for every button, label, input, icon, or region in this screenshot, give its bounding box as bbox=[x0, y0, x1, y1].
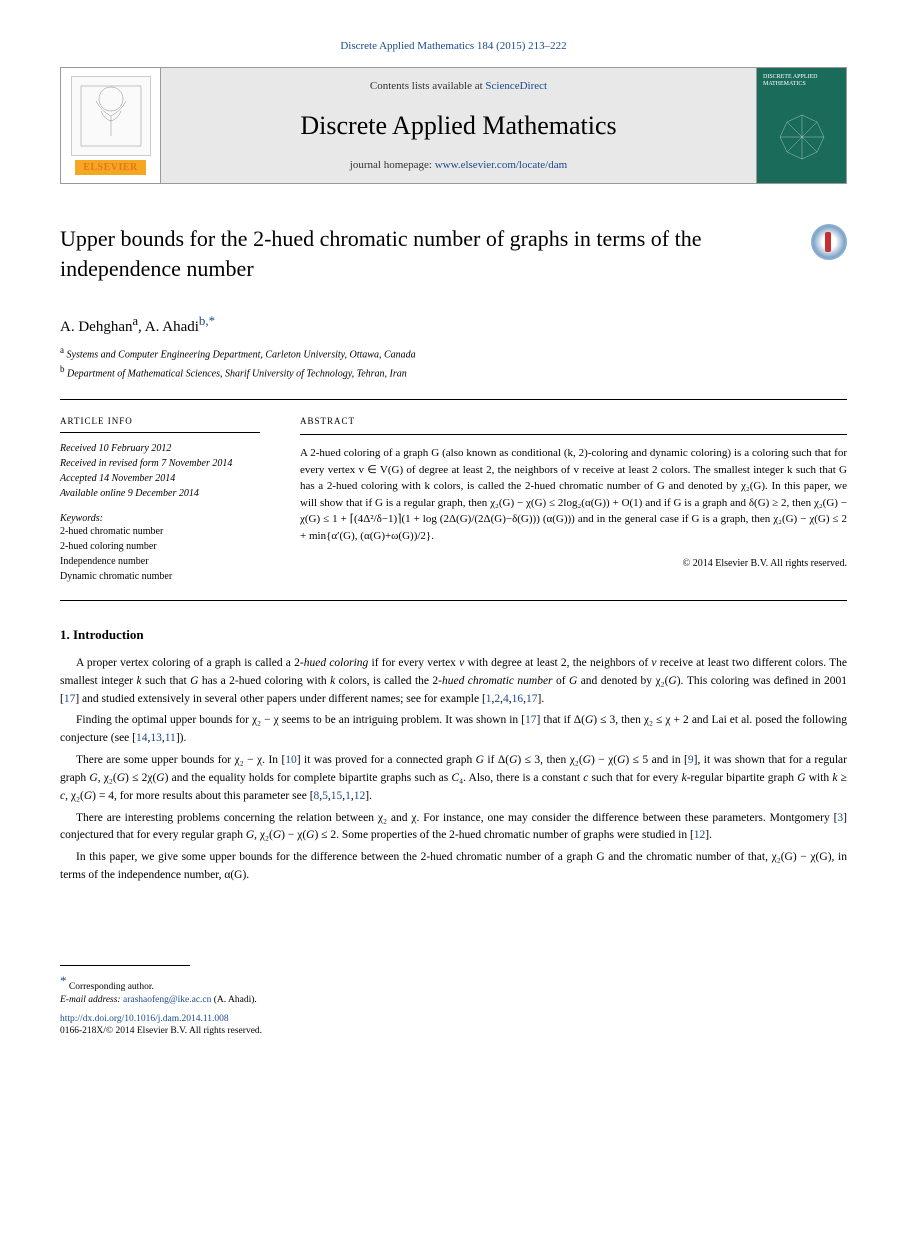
ref-8[interactable]: 8 bbox=[314, 790, 320, 802]
intro-p1: A proper vertex coloring of a graph is c… bbox=[60, 655, 847, 708]
article-info: ARTICLE INFO Received 10 February 2012 R… bbox=[60, 416, 260, 584]
keywords: 2-hued chromatic number 2-hued coloring … bbox=[60, 524, 260, 584]
homepage-line: journal homepage: www.elsevier.com/locat… bbox=[350, 159, 567, 171]
authors-line: A. Dehghana, A. Ahadib,* bbox=[60, 313, 847, 336]
abstract-column: ABSTRACT A 2-hued coloring of a graph G … bbox=[300, 416, 847, 584]
intro-p3: There are some upper bounds for χ₂ − χ. … bbox=[60, 752, 847, 805]
contents-line: Contents lists available at ScienceDirec… bbox=[370, 80, 547, 92]
journal-header-box: ELSEVIER Contents lists available at Sci… bbox=[60, 67, 847, 184]
abstract-text: A 2-hued coloring of a graph G (also kno… bbox=[300, 445, 847, 544]
section-1-heading: 1. Introduction bbox=[60, 627, 847, 643]
accepted: Accepted 14 November 2014 bbox=[60, 471, 260, 486]
footnote-corr: * Corresponding author. E-mail address: … bbox=[60, 972, 847, 1008]
aff-a-label: a bbox=[60, 345, 64, 355]
kw-4: Dynamic chromatic number bbox=[60, 569, 260, 584]
received: Received 10 February 2012 bbox=[60, 441, 260, 456]
intro-p4: There are interesting problems concernin… bbox=[60, 810, 847, 846]
ref-1[interactable]: 1 bbox=[486, 693, 492, 705]
ref-10[interactable]: 10 bbox=[285, 754, 297, 766]
page-header: Discrete Applied Mathematics 184 (2015) … bbox=[60, 40, 847, 52]
cover-graphic-icon bbox=[763, 96, 840, 177]
paper-title: Upper bounds for the 2-hued chromatic nu… bbox=[60, 224, 710, 283]
homepage-link[interactable]: www.elsevier.com/locate/dam bbox=[435, 159, 567, 171]
title-row: Upper bounds for the 2-hued chromatic nu… bbox=[60, 224, 847, 283]
ref-11[interactable]: 11 bbox=[165, 732, 176, 744]
ref-3[interactable]: 3 bbox=[837, 812, 843, 824]
doi-line: http://dx.doi.org/10.1016/j.dam.2014.11.… bbox=[60, 1014, 847, 1024]
revised: Received in revised form 7 November 2014 bbox=[60, 456, 260, 471]
homepage-prefix: journal homepage: bbox=[350, 159, 435, 171]
kw-1: 2-hued chromatic number bbox=[60, 524, 260, 539]
keywords-label: Keywords: bbox=[60, 513, 260, 524]
author-1-aff: a bbox=[132, 314, 138, 328]
elsevier-tree-icon bbox=[71, 76, 151, 156]
ref-9[interactable]: 9 bbox=[688, 754, 694, 766]
rule-bottom bbox=[60, 600, 847, 601]
ref-13[interactable]: 13 bbox=[150, 732, 162, 744]
ref-14[interactable]: 14 bbox=[136, 732, 148, 744]
elsevier-logo: ELSEVIER bbox=[61, 68, 161, 183]
ref-12b[interactable]: 12 bbox=[694, 829, 706, 841]
affiliations: a Systems and Computer Engineering Depar… bbox=[60, 344, 847, 381]
corr-text: Corresponding author. bbox=[69, 982, 154, 992]
email-link[interactable]: arashaofeng@ike.ac.cn bbox=[123, 995, 211, 1005]
intro-p2: Finding the optimal upper bounds for χ₂ … bbox=[60, 712, 847, 748]
aff-b-label: b bbox=[60, 364, 65, 374]
ref-2[interactable]: 2 bbox=[494, 693, 500, 705]
kw-2: 2-hued coloring number bbox=[60, 539, 260, 554]
kw-3: Independence number bbox=[60, 554, 260, 569]
online: Available online 9 December 2014 bbox=[60, 486, 260, 501]
email-suffix: (A. Ahadi). bbox=[211, 995, 256, 1005]
elsevier-label: ELSEVIER bbox=[75, 160, 146, 175]
intro-p5: In this paper, we give some upper bounds… bbox=[60, 849, 847, 885]
ref-1b[interactable]: 1 bbox=[345, 790, 351, 802]
ref-17b[interactable]: 17 bbox=[526, 693, 538, 705]
info-abstract-row: ARTICLE INFO Received 10 February 2012 R… bbox=[60, 416, 847, 584]
info-history: Received 10 February 2012 Received in re… bbox=[60, 441, 260, 501]
cover-thumbnail: DISCRETE APPLIED MATHEMATICS bbox=[756, 68, 846, 183]
aff-b: Department of Mathematical Sciences, Sha… bbox=[67, 368, 407, 379]
author-2: A. Ahadi bbox=[145, 319, 199, 335]
abstract-rule bbox=[300, 434, 847, 435]
ref-12[interactable]: 12 bbox=[354, 790, 366, 802]
ref-17c[interactable]: 17 bbox=[525, 714, 537, 726]
footnote-rule bbox=[60, 965, 190, 966]
author-2-aff: b,* bbox=[199, 313, 215, 328]
rule-top bbox=[60, 399, 847, 400]
journal-title: Discrete Applied Mathematics bbox=[300, 111, 616, 141]
ref-16[interactable]: 16 bbox=[512, 693, 524, 705]
email-prefix: E-mail address: bbox=[60, 995, 123, 1005]
corr-asterisk-icon: * bbox=[60, 973, 67, 988]
aff-a: Systems and Computer Engineering Departm… bbox=[67, 350, 416, 361]
doi-link[interactable]: http://dx.doi.org/10.1016/j.dam.2014.11.… bbox=[60, 1014, 229, 1024]
abstract-copyright: © 2014 Elsevier B.V. All rights reserved… bbox=[300, 558, 847, 569]
ref-17[interactable]: 17 bbox=[64, 693, 76, 705]
ref-15[interactable]: 15 bbox=[331, 790, 343, 802]
sciencedirect-link[interactable]: ScienceDirect bbox=[485, 80, 547, 92]
author-1: A. Dehghan bbox=[60, 319, 132, 335]
copyright-bottom: 0166-218X/© 2014 Elsevier B.V. All right… bbox=[60, 1026, 847, 1036]
crossmark-badge-icon[interactable] bbox=[811, 224, 847, 260]
contents-prefix: Contents lists available at bbox=[370, 80, 485, 92]
journal-center: Contents lists available at ScienceDirec… bbox=[161, 68, 756, 183]
ref-5[interactable]: 5 bbox=[322, 790, 328, 802]
info-rule bbox=[60, 432, 260, 433]
article-info-heading: ARTICLE INFO bbox=[60, 416, 260, 426]
ref-4[interactable]: 4 bbox=[503, 693, 509, 705]
abstract-heading: ABSTRACT bbox=[300, 416, 847, 426]
cover-title: DISCRETE APPLIED MATHEMATICS bbox=[763, 74, 840, 88]
